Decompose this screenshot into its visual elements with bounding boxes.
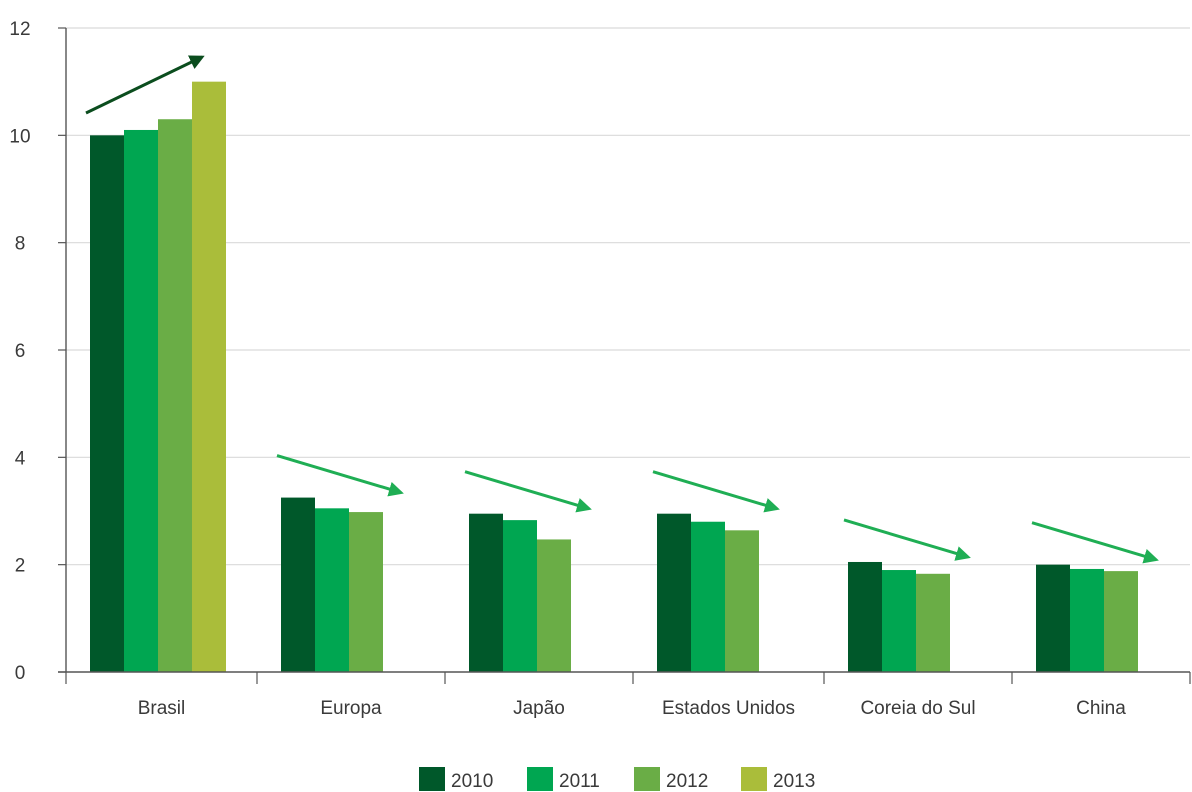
bar-2012-0 <box>158 119 192 672</box>
bar-2011-3 <box>691 521 725 672</box>
y-tick-label: 2 <box>15 556 26 577</box>
bars <box>90 81 1138 673</box>
legend-label: 2011 <box>559 771 600 792</box>
category-label: Japão <box>513 698 565 719</box>
category-label: Coreia do Sul <box>860 698 975 719</box>
legend-label: 2010 <box>451 771 493 792</box>
x-axis: Brasil Europa Japão Estados Unidos Coreia do… <box>58 671 1191 719</box>
legend-swatch-2013 <box>741 767 767 791</box>
y-axis: 0 2 4 6 8 10 12 <box>9 19 67 684</box>
bar-2011-1 <box>315 508 349 672</box>
bar-2012-2 <box>537 539 571 672</box>
trend-arrow-down <box>276 454 404 497</box>
legend-label: 2013 <box>773 771 815 792</box>
bar-2011-5 <box>1070 568 1104 672</box>
bar-2012-3 <box>725 530 759 672</box>
category-label: Europa <box>320 698 382 719</box>
gridlines <box>66 27 1190 566</box>
bar-2011-0 <box>124 129 158 672</box>
bar-2010-1 <box>281 497 315 672</box>
y-tick-label: 10 <box>9 126 30 147</box>
trend-arrow-down <box>1031 521 1159 564</box>
legend: 2010 2011 2012 2013 <box>419 767 815 792</box>
legend-swatch-2011 <box>527 767 553 791</box>
bar-2012-1 <box>349 512 383 672</box>
trend-arrow-down <box>652 470 780 513</box>
bar-2011-4 <box>882 570 916 672</box>
legend-label: 2012 <box>666 771 708 792</box>
bar-2010-2 <box>469 513 503 672</box>
y-tick-label: 6 <box>15 341 26 362</box>
bar-2012-4 <box>916 573 950 672</box>
y-tick-label: 12 <box>9 19 30 40</box>
bar-2013-0 <box>192 81 226 672</box>
bar-2010-4 <box>848 561 882 672</box>
category-label: Brasil <box>138 698 186 719</box>
bar-2012-5 <box>1104 571 1138 672</box>
legend-swatch-2012 <box>634 767 660 791</box>
bar-2010-5 <box>1036 564 1070 672</box>
bar-2010-3 <box>657 513 691 672</box>
category-label: Estados Unidos <box>662 698 795 719</box>
y-tick-label: 4 <box>15 448 26 469</box>
trend-arrow-down <box>464 470 592 513</box>
trend-arrows <box>85 55 1159 564</box>
bar-2011-2 <box>503 520 537 672</box>
category-label: China <box>1076 698 1126 719</box>
y-tick-label: 0 <box>15 663 26 684</box>
bar-2010-0 <box>90 135 124 673</box>
trend-arrow-down <box>843 518 971 561</box>
y-tick-label: 8 <box>15 234 26 255</box>
legend-swatch-2010 <box>419 767 445 791</box>
trend-arrow-up <box>85 55 205 115</box>
